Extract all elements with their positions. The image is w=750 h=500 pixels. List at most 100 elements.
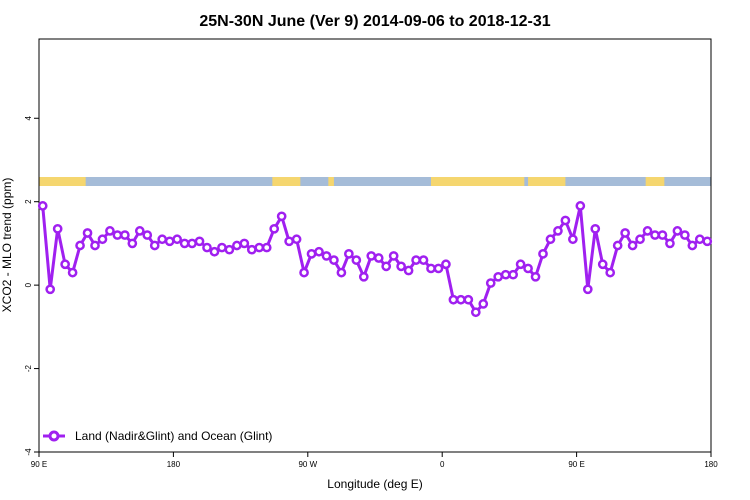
data-point bbox=[299, 267, 309, 278]
data-point bbox=[515, 259, 526, 270]
data-point bbox=[433, 263, 444, 274]
data-point bbox=[217, 242, 227, 253]
legend-marker-swatch bbox=[48, 430, 60, 442]
data-point bbox=[164, 236, 175, 247]
data-point bbox=[142, 230, 153, 240]
data-point bbox=[508, 269, 518, 280]
data-point bbox=[209, 246, 220, 257]
data-point bbox=[321, 251, 332, 261]
y-axis: -4 -2 0 2 4 bbox=[24, 115, 39, 456]
data-point bbox=[232, 240, 242, 251]
data-point bbox=[276, 211, 287, 222]
data-point bbox=[456, 294, 466, 305]
x-axis: 90 E 180 90 W 0 90 E 180 bbox=[31, 452, 718, 469]
data-point bbox=[463, 294, 474, 305]
data-point bbox=[650, 230, 660, 240]
data-point bbox=[90, 240, 100, 251]
x-tick-label: 90 E bbox=[568, 460, 584, 469]
data-point bbox=[120, 230, 130, 240]
data-point bbox=[134, 226, 145, 236]
data-point bbox=[202, 242, 212, 253]
data-point bbox=[478, 299, 489, 309]
data-point bbox=[329, 255, 339, 265]
land-strip-segment bbox=[328, 177, 334, 186]
land-strip-segment bbox=[645, 177, 665, 186]
data-point bbox=[187, 238, 197, 249]
data-point bbox=[224, 244, 235, 255]
data-point bbox=[351, 255, 362, 265]
data-point bbox=[687, 240, 698, 251]
data-point bbox=[657, 230, 668, 240]
plot-frame bbox=[38, 38, 712, 453]
data-point bbox=[635, 234, 645, 245]
data-point bbox=[194, 236, 205, 247]
data-point bbox=[306, 248, 317, 259]
data-point bbox=[441, 259, 451, 270]
x-tick-label: 90 E bbox=[31, 460, 47, 469]
data-point bbox=[418, 255, 429, 265]
land-ocean-strip bbox=[39, 177, 711, 186]
data-point bbox=[149, 240, 160, 251]
data-point bbox=[67, 267, 78, 278]
data-point bbox=[97, 234, 108, 245]
y-axis-title: XCO2 - MLO trend (ppm) bbox=[0, 178, 14, 313]
x-tick-label: 90 W bbox=[298, 460, 317, 469]
data-point bbox=[396, 261, 406, 272]
y-tick-label: -2 bbox=[24, 364, 33, 372]
data-point bbox=[172, 234, 182, 245]
x-tick-label: 180 bbox=[704, 460, 718, 469]
data-point bbox=[680, 230, 690, 240]
data-point bbox=[702, 236, 713, 247]
data-point bbox=[500, 269, 511, 280]
data-point bbox=[75, 240, 85, 251]
data-point bbox=[105, 226, 115, 236]
y-tick-label: 4 bbox=[24, 115, 33, 120]
data-point bbox=[605, 267, 616, 278]
data-point bbox=[620, 228, 630, 238]
data-point bbox=[45, 284, 56, 295]
land-strip-segment bbox=[528, 177, 566, 186]
data-point bbox=[381, 261, 392, 272]
data-point bbox=[560, 215, 571, 226]
data-point bbox=[493, 271, 504, 282]
data-point bbox=[448, 294, 459, 305]
data-point bbox=[261, 242, 272, 253]
data-point bbox=[530, 271, 541, 282]
x-axis-title: Longitude (deg E) bbox=[327, 477, 422, 491]
x-tick-label: 180 bbox=[167, 460, 181, 469]
land-strip-segment bbox=[431, 177, 525, 186]
data-point bbox=[665, 238, 675, 249]
data-point bbox=[568, 234, 578, 245]
data-point bbox=[672, 226, 683, 236]
data-point bbox=[411, 255, 421, 265]
data-point bbox=[612, 240, 623, 251]
data-point bbox=[373, 253, 384, 263]
data-point bbox=[597, 259, 608, 270]
data-point bbox=[470, 307, 481, 318]
y-tick-label: -4 bbox=[24, 448, 33, 456]
legend-label: Land (Nadir&Glint) and Ocean (Glint) bbox=[75, 429, 272, 443]
data-point bbox=[239, 238, 250, 249]
data-point bbox=[426, 263, 436, 274]
data-point bbox=[112, 230, 123, 240]
data-point bbox=[269, 223, 280, 234]
data-point bbox=[538, 248, 548, 259]
land-strip-segment bbox=[272, 177, 301, 186]
data-point bbox=[291, 234, 302, 245]
y-tick-label: 2 bbox=[24, 199, 33, 204]
series-layer bbox=[37, 201, 713, 318]
legend: Land (Nadir&Glint) and Ocean (Glint) bbox=[43, 429, 272, 443]
data-point bbox=[157, 234, 168, 245]
data-point bbox=[694, 234, 705, 245]
data-point bbox=[388, 251, 399, 261]
data-point bbox=[336, 267, 347, 278]
data-point bbox=[52, 223, 63, 234]
data-point bbox=[485, 278, 496, 288]
y-tick-label: 0 bbox=[24, 282, 33, 287]
data-point bbox=[403, 265, 414, 276]
data-point bbox=[37, 201, 48, 211]
x-tick-label: 0 bbox=[440, 460, 445, 469]
data-point bbox=[642, 226, 653, 236]
data-point bbox=[590, 223, 601, 234]
